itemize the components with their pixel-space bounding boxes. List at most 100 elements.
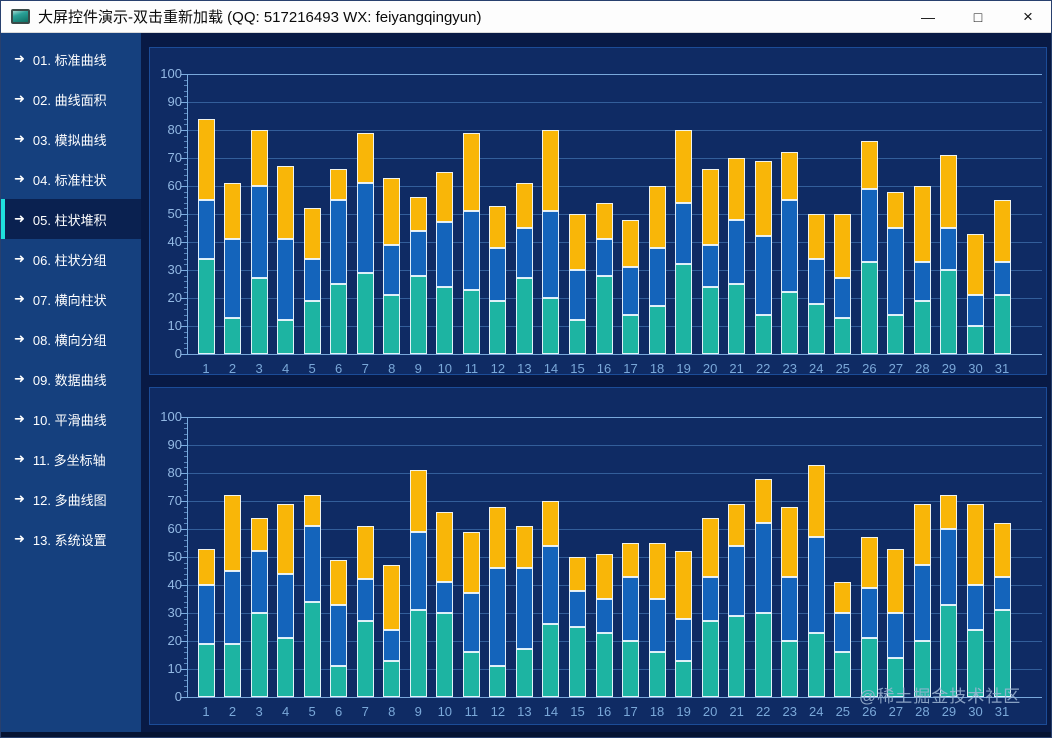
sidebar-item-label: 04. 标准柱状	[32, 172, 107, 188]
bar-yellow-segment	[515, 183, 533, 228]
sidebar-item-3[interactable]: ➜ 03. 模拟曲线	[1, 119, 141, 159]
bar-yellow-segment	[383, 565, 401, 630]
close-button[interactable]: ×	[1023, 7, 1033, 26]
sidebar-item-4[interactable]: ➜ 04. 标准柱状	[1, 159, 141, 199]
arrow-right-icon: ➜	[14, 531, 25, 546]
bar-blue-segment	[489, 568, 507, 667]
bar-teal-segment	[462, 289, 480, 354]
grid-line	[187, 214, 1042, 215]
sidebar-item-2[interactable]: ➜ 02. 曲线面积	[1, 79, 141, 119]
y-axis-minor-tick	[184, 118, 187, 120]
grid-line	[187, 473, 1042, 474]
y-axis-minor-tick	[184, 545, 187, 547]
arrow-right-icon: ➜	[14, 371, 25, 386]
bar-yellow-segment	[224, 183, 242, 240]
y-axis-tick	[181, 298, 187, 299]
bar-yellow-segment	[250, 517, 268, 552]
sidebar-item-7[interactable]: ➜ 07. 横向柱状	[1, 279, 141, 319]
grid-line	[187, 585, 1042, 586]
y-axis-minor-tick	[184, 174, 187, 176]
x-axis-label: 29	[941, 704, 957, 719]
y-axis-tick	[181, 669, 187, 670]
bar-blue-segment	[515, 228, 533, 279]
bar-blue-segment	[993, 576, 1011, 611]
title-bar[interactable]: 大屏控件演示-双击重新加载 (QQ: 517216493 WX: feiyang…	[1, 1, 1051, 33]
main-content: 0 10 20 30 40 50 60 70 80 90 100 1 2 3 4 5 6 7 8 9 10 11 12 13 1…	[141, 33, 1051, 737]
bar-blue-segment	[515, 568, 533, 650]
bar-blue-segment	[356, 579, 374, 622]
sidebar-item-11[interactable]: ➜ 11. 多坐标轴	[1, 439, 141, 479]
y-axis-minor-tick	[184, 579, 187, 581]
y-axis-minor-tick	[184, 433, 187, 435]
x-axis-label: 8	[388, 704, 396, 719]
x-axis-label: 22	[755, 361, 771, 376]
sidebar-item-label: 13. 系统设置	[32, 532, 107, 548]
bar-teal-segment	[409, 610, 427, 697]
minimize-button[interactable]: —	[921, 9, 935, 25]
y-axis-minor-tick	[184, 478, 187, 480]
bar-teal-segment	[675, 264, 693, 354]
arrow-right-icon: ➜	[14, 171, 25, 186]
y-axis-minor-tick	[184, 342, 187, 344]
x-axis-label: 18	[649, 361, 665, 376]
sidebar-item-label: 08. 横向分组	[32, 332, 107, 348]
bar-teal-segment	[913, 641, 931, 697]
maximize-button[interactable]: □	[973, 9, 983, 25]
bar-yellow-segment	[834, 582, 852, 613]
x-axis-label: 21	[729, 704, 744, 719]
bar-yellow-segment	[940, 155, 958, 228]
bar-teal-segment	[383, 295, 401, 354]
y-axis-minor-tick	[184, 456, 187, 458]
sidebar-item-6[interactable]: ➜ 06. 柱状分组	[1, 239, 141, 279]
bar-teal-segment	[568, 627, 586, 697]
y-axis-minor-tick	[184, 685, 187, 687]
sidebar-item-8[interactable]: ➜ 08. 横向分组	[1, 319, 141, 359]
y-axis-minor-tick	[184, 253, 187, 255]
y-axis-tick	[181, 501, 187, 502]
y-axis-minor-tick	[184, 428, 187, 430]
bar-yellow-segment	[913, 503, 931, 566]
bar-blue-segment	[834, 613, 852, 653]
y-axis-tick	[181, 186, 187, 187]
arrow-right-icon: ➜	[14, 131, 25, 146]
x-axis-label: 24	[809, 361, 824, 376]
y-axis-line	[187, 74, 188, 354]
bar-teal-segment	[436, 613, 454, 697]
bar-yellow-segment	[436, 172, 454, 223]
grid-line	[187, 186, 1042, 187]
sidebar-item-10[interactable]: ➜ 10. 平滑曲线	[1, 399, 141, 439]
grid-line	[187, 669, 1042, 670]
y-axis-minor-tick	[184, 141, 187, 143]
bar-blue-segment	[277, 573, 295, 639]
sidebar-item-12[interactable]: ➜ 12. 多曲线图	[1, 479, 141, 519]
y-axis-minor-tick	[184, 484, 187, 486]
bar-teal-segment	[542, 624, 560, 697]
y-axis-label: 0	[174, 346, 182, 361]
sidebar-item-13[interactable]: ➜ 13. 系统设置	[1, 519, 141, 559]
y-axis-minor-tick	[184, 657, 187, 659]
bar-blue-segment	[542, 211, 560, 298]
x-axis-label: 10	[437, 361, 453, 376]
y-axis-minor-tick	[184, 646, 187, 648]
bar-blue-segment	[197, 585, 215, 644]
x-axis-label: 23	[782, 704, 797, 719]
sidebar-item-1[interactable]: ➜ 01. 标准曲线	[1, 39, 141, 79]
sidebar-item-5[interactable]: ➜ 05. 柱状堆积	[1, 199, 141, 239]
bar-yellow-segment	[409, 470, 427, 532]
x-axis-label: 24	[809, 704, 824, 719]
y-axis-minor-tick	[184, 607, 187, 609]
arrow-right-icon: ➜	[14, 211, 25, 226]
y-axis-minor-tick	[184, 225, 187, 227]
bar-blue-segment	[648, 599, 666, 653]
bar-teal-segment	[277, 320, 295, 354]
grid-line	[187, 529, 1042, 530]
x-axis-label: 19	[676, 361, 691, 376]
bar-teal-segment	[595, 632, 613, 697]
sidebar-item-label: 09. 数据曲线	[32, 372, 107, 388]
sidebar-item-label: 06. 柱状分组	[32, 252, 107, 268]
bar-yellow-segment	[277, 503, 295, 574]
sidebar-item-9[interactable]: ➜ 09. 数据曲线	[1, 359, 141, 399]
bar-yellow-segment	[489, 506, 507, 569]
y-axis-minor-tick	[184, 247, 187, 249]
bar-teal-segment	[993, 610, 1011, 697]
